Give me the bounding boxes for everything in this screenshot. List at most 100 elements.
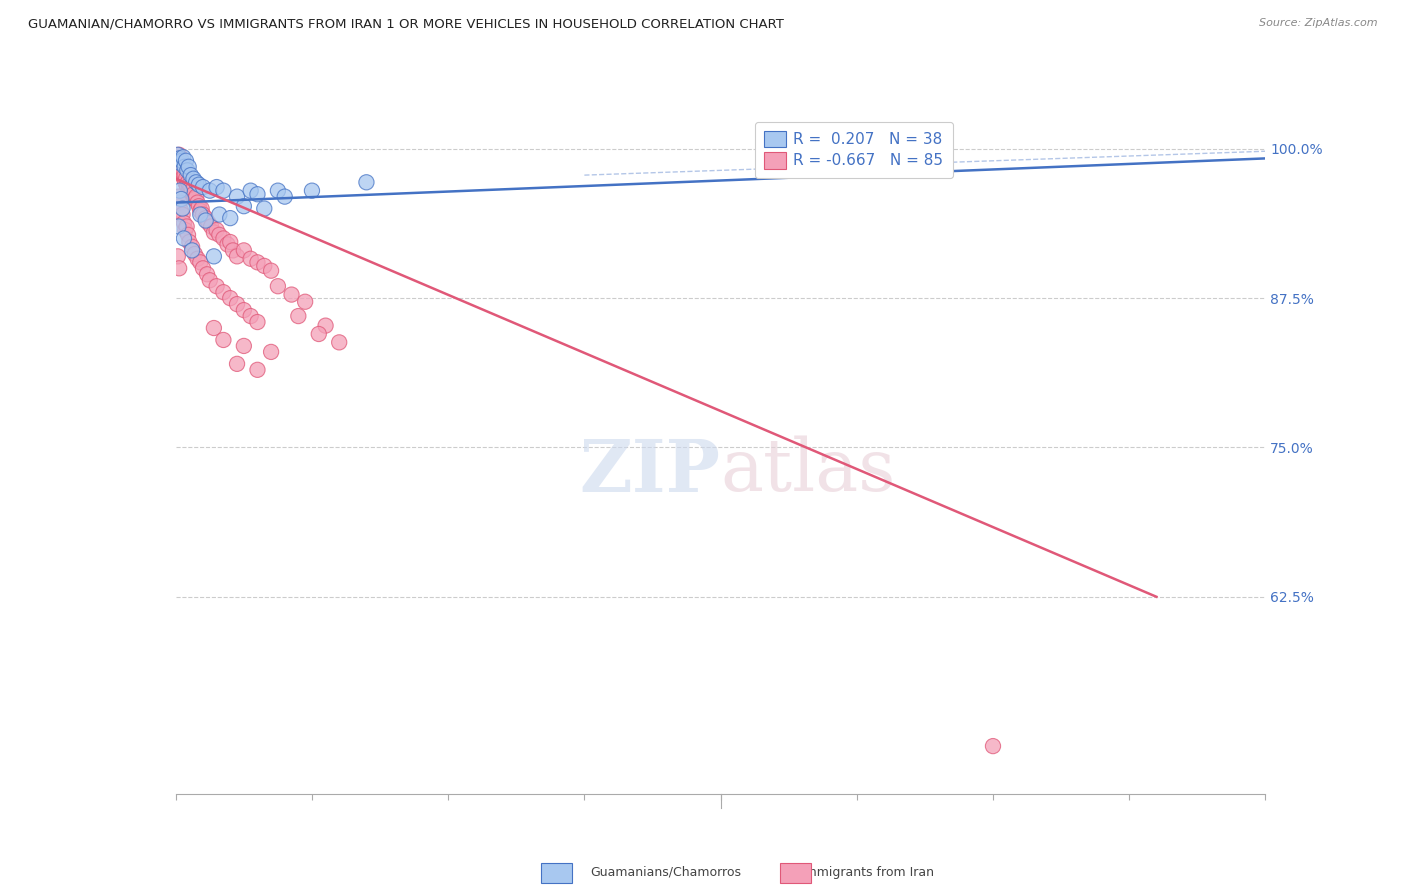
Point: [226, 297, 249, 311]
Point: [170, 166, 193, 180]
Text: atlas: atlas: [721, 436, 896, 507]
Point: [172, 202, 194, 216]
Point: [186, 189, 208, 203]
Point: [169, 195, 191, 210]
Point: [190, 202, 212, 216]
Point: [180, 180, 202, 194]
Text: GUAMANIAN/CHAMORRO VS IMMIGRANTS FROM IRAN 1 OR MORE VEHICLES IN HOUSEHOLD CORRE: GUAMANIAN/CHAMORRO VS IMMIGRANTS FROM IR…: [28, 18, 785, 31]
Point: [239, 252, 262, 266]
Point: [198, 273, 221, 287]
Point: [191, 180, 214, 194]
Point: [217, 237, 239, 252]
Point: [173, 168, 195, 182]
Point: [981, 739, 1004, 753]
Point: [267, 184, 290, 198]
Point: [184, 192, 207, 206]
Point: [172, 168, 194, 182]
Point: [184, 247, 207, 261]
Point: [356, 175, 378, 189]
Legend: R =  0.207   N = 38, R = -0.667   N = 85: R = 0.207 N = 38, R = -0.667 N = 85: [755, 121, 953, 178]
Point: [212, 231, 235, 245]
Point: [167, 261, 190, 276]
Point: [174, 175, 197, 189]
Point: [232, 244, 254, 258]
Point: [169, 160, 191, 174]
Point: [212, 184, 235, 198]
Point: [173, 160, 195, 174]
Point: [267, 279, 290, 293]
Point: [167, 219, 190, 234]
Point: [260, 345, 283, 359]
Point: [191, 208, 214, 222]
Point: [173, 171, 195, 186]
Point: [172, 150, 194, 164]
Point: [197, 216, 219, 230]
Point: [166, 148, 188, 162]
Point: [200, 219, 222, 234]
Point: [198, 184, 221, 198]
Point: [202, 226, 225, 240]
Point: [170, 192, 193, 206]
Point: [219, 211, 242, 226]
Point: [181, 184, 204, 198]
Point: [167, 189, 190, 203]
Point: [179, 178, 201, 192]
Point: [287, 309, 309, 323]
Point: [253, 202, 276, 216]
Point: [181, 240, 204, 254]
Point: [170, 153, 193, 168]
Point: [166, 153, 188, 168]
Point: [174, 223, 197, 237]
Point: [176, 163, 198, 178]
Point: [172, 208, 194, 222]
Point: [219, 235, 242, 249]
Point: [239, 309, 262, 323]
Point: [232, 339, 254, 353]
Point: [253, 259, 276, 273]
Point: [328, 335, 350, 350]
Point: [260, 263, 283, 277]
Point: [232, 199, 254, 213]
Point: [226, 189, 249, 203]
Point: [222, 244, 245, 258]
Point: [186, 252, 209, 266]
Point: [226, 357, 249, 371]
Point: [246, 363, 269, 377]
Point: [177, 227, 200, 242]
Point: [170, 160, 193, 174]
Point: [301, 184, 323, 198]
Point: [177, 160, 200, 174]
Point: [176, 180, 198, 194]
Point: [167, 156, 190, 170]
Point: [179, 235, 201, 249]
Point: [169, 156, 191, 170]
Point: [186, 195, 209, 210]
Point: [187, 199, 209, 213]
Point: [186, 175, 208, 189]
Text: Source: ZipAtlas.com: Source: ZipAtlas.com: [1260, 18, 1378, 28]
Point: [226, 249, 249, 263]
Point: [167, 152, 190, 166]
Point: [172, 163, 194, 178]
Point: [246, 315, 269, 329]
Point: [205, 180, 228, 194]
Point: [232, 303, 254, 318]
Point: [174, 153, 197, 168]
Point: [170, 204, 193, 219]
Point: [280, 287, 302, 301]
Point: [205, 279, 228, 293]
Point: [183, 187, 205, 202]
Point: [188, 208, 211, 222]
Point: [177, 184, 200, 198]
Point: [202, 249, 225, 263]
Point: [239, 184, 262, 198]
Point: [174, 171, 197, 186]
Point: [173, 231, 195, 245]
Point: [246, 255, 269, 269]
Point: [195, 267, 218, 281]
Point: [173, 216, 195, 230]
Point: [194, 211, 217, 226]
Point: [208, 208, 231, 222]
Point: [169, 184, 191, 198]
Point: [212, 333, 235, 347]
